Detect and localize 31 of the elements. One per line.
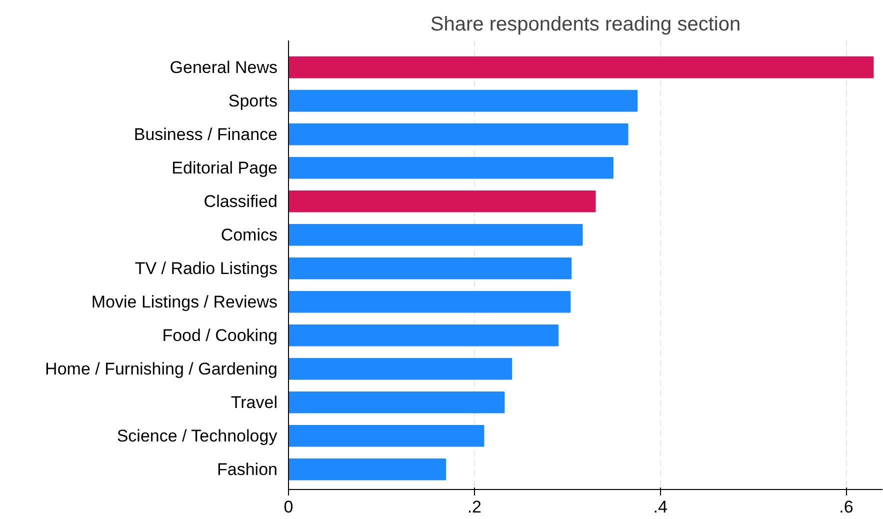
x-tick-label: .2 [467, 498, 482, 516]
y-tick-label: TV / Radio Listings [134, 258, 278, 278]
x-tick-label: .4 [653, 498, 668, 516]
bar [288, 90, 638, 112]
bar [288, 425, 484, 447]
bar [288, 324, 559, 346]
bar [288, 56, 874, 78]
y-tick-label: Comics [220, 225, 278, 244]
bar [288, 156, 614, 179]
y-tick-label: General News [170, 58, 278, 77]
bar [288, 290, 571, 313]
bar [288, 358, 512, 380]
y-tick-label: Business / Finance [134, 124, 278, 144]
bar [288, 391, 505, 414]
bar [288, 123, 628, 146]
y-tick-label: Editorial Page [172, 158, 278, 178]
x-tick-label: 0 [284, 498, 294, 516]
chart-title: Share respondents reading section [430, 14, 741, 36]
bar [288, 224, 583, 246]
bar [288, 190, 596, 212]
y-tick-label: Travel [230, 392, 278, 412]
y-tick-label: Classified [204, 192, 278, 211]
y-tick-label: Home / Furnishing / Gardening [45, 359, 278, 378]
bar [288, 458, 446, 480]
x-tick-label: .6 [839, 498, 854, 516]
y-tick-label: Fashion [217, 460, 278, 479]
y-tick-label: Science / Technology [116, 426, 278, 446]
y-tick-label: Food / Cooking [162, 326, 278, 345]
y-tick-label: Sports [228, 91, 278, 110]
y-tick-label: Movie Listings / Reviews [91, 292, 278, 312]
bar [288, 257, 572, 280]
